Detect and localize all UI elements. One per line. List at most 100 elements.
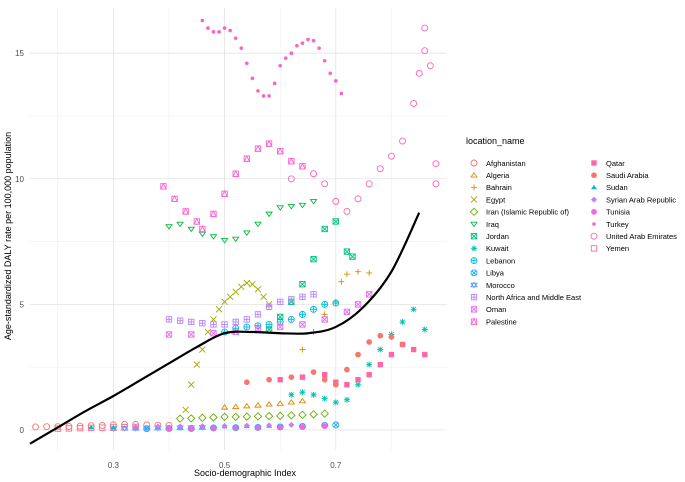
series-syrian-arab-republic [132, 421, 295, 430]
data-point [272, 81, 277, 86]
data-point [287, 204, 296, 210]
legend-label: Afghanistan [486, 159, 526, 168]
legend-item: Algeria [470, 171, 510, 180]
data-point [287, 175, 295, 183]
data-point [276, 318, 284, 326]
data-point [277, 376, 283, 383]
data-point [254, 402, 262, 408]
data-point [410, 99, 418, 107]
series-afghanistan [32, 420, 173, 431]
legend-key [471, 184, 477, 191]
data-point [182, 406, 189, 414]
data-point [193, 361, 201, 368]
series-jordan [265, 218, 356, 333]
y-tick-label: 5 [20, 300, 25, 309]
data-point [332, 218, 339, 225]
data-point [343, 396, 350, 403]
data-point [231, 403, 240, 410]
data-point [231, 412, 240, 422]
data-point [220, 404, 229, 410]
series-north-africa-and-middle-east [165, 291, 317, 328]
series-oman [165, 291, 373, 338]
data-point [354, 195, 362, 203]
data-point [365, 180, 373, 188]
data-point [309, 199, 318, 205]
data-point [182, 207, 190, 215]
data-point [320, 409, 329, 418]
data-point [310, 170, 318, 178]
y-axis-title: Age-standardized DALY rate per 100,000 p… [3, 132, 13, 340]
data-point [321, 371, 328, 378]
data-point [344, 366, 350, 373]
data-point [231, 236, 240, 243]
data-point [226, 293, 234, 301]
data-point [366, 269, 373, 276]
data-point [277, 313, 284, 321]
data-point [217, 30, 221, 34]
legend-key [470, 306, 478, 313]
legend-key [591, 196, 597, 203]
data-point [198, 225, 206, 233]
data-point [43, 423, 51, 431]
data-point [339, 91, 344, 96]
data-point [388, 334, 395, 340]
legend-item: Egypt [470, 195, 506, 204]
data-point [193, 217, 201, 225]
data-point [242, 412, 252, 421]
data-point [299, 281, 306, 288]
data-point [254, 221, 262, 228]
y-tick-labels: 0 5 10 15 [15, 49, 24, 435]
legend-label: Syrian Arab Republic [606, 195, 676, 204]
data-point [332, 399, 339, 406]
data-point [132, 423, 139, 430]
legend-label: Tunisia [606, 208, 631, 217]
data-point [254, 144, 262, 152]
data-point [110, 424, 117, 430]
data-point [243, 422, 250, 429]
data-point [283, 56, 288, 61]
data-point [232, 425, 239, 431]
data-point [298, 310, 306, 318]
data-point [276, 147, 284, 155]
data-point [254, 322, 262, 330]
data-point [200, 18, 205, 23]
series-palestine [160, 139, 306, 233]
legend-key [590, 245, 598, 252]
legend-item: United Arab Emirates [590, 232, 677, 241]
data-point [228, 28, 232, 33]
legend-item: Sudan [591, 183, 628, 192]
data-point [366, 361, 373, 368]
data-point [310, 305, 318, 313]
data-point [188, 331, 195, 338]
data-point [321, 423, 328, 429]
data-point [209, 413, 218, 422]
data-point [232, 288, 240, 296]
series-lebanon [221, 299, 340, 336]
legend-key [470, 281, 478, 289]
data-point [344, 382, 350, 388]
data-point [265, 401, 273, 407]
data-point [265, 303, 273, 311]
data-point [222, 26, 227, 30]
series-yemen [54, 423, 139, 432]
data-point [249, 280, 256, 288]
legend-label: Iraq [486, 220, 499, 229]
legend-label: Iran (Islamic Republic of) [486, 208, 569, 217]
data-point [199, 346, 206, 353]
data-point [121, 423, 128, 431]
data-point [366, 291, 373, 298]
data-point [65, 422, 73, 430]
data-point [260, 293, 267, 301]
data-point [410, 346, 417, 353]
legend-label: North Africa and Middle East [486, 293, 582, 302]
data-point [321, 316, 328, 323]
data-point [421, 326, 428, 333]
data-point [265, 211, 273, 218]
data-point [187, 226, 196, 233]
data-point [276, 205, 285, 211]
data-point [349, 253, 356, 260]
data-point [243, 379, 250, 386]
legend-item: Saudi Arabia [591, 171, 649, 180]
data-point [215, 306, 223, 313]
data-point [110, 424, 117, 431]
